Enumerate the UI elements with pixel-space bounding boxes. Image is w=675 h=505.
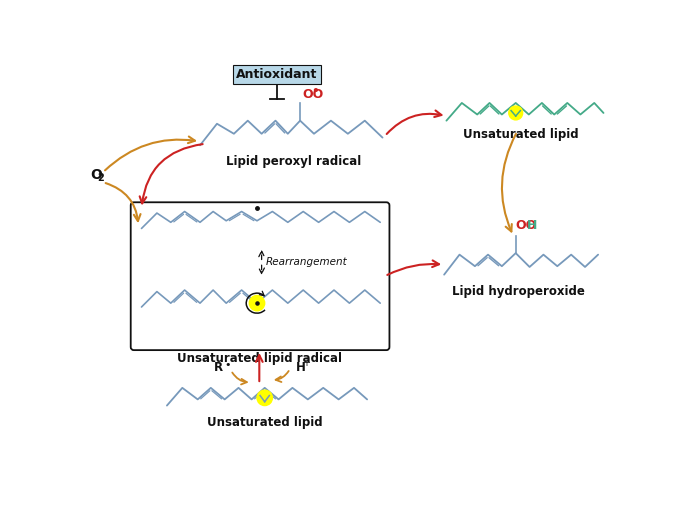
- Text: H: H: [526, 219, 537, 231]
- Text: 2: 2: [97, 173, 103, 183]
- Text: •: •: [312, 85, 319, 98]
- Circle shape: [509, 106, 522, 120]
- Circle shape: [257, 390, 273, 406]
- Text: Unsaturated lipid: Unsaturated lipid: [463, 128, 579, 141]
- Text: Unsaturated lipid radical: Unsaturated lipid radical: [177, 351, 342, 365]
- Text: +: +: [302, 358, 310, 368]
- Circle shape: [249, 295, 265, 311]
- Text: Rearrangement: Rearrangement: [265, 258, 347, 267]
- Text: R: R: [214, 361, 223, 374]
- Text: OO: OO: [516, 219, 537, 231]
- Text: O: O: [90, 168, 102, 182]
- Text: Unsaturated lipid: Unsaturated lipid: [207, 416, 323, 429]
- Text: Lipid peroxyl radical: Lipid peroxyl radical: [226, 155, 362, 168]
- Text: OO: OO: [302, 88, 324, 100]
- Text: H: H: [296, 361, 305, 374]
- Text: Antioxidant: Antioxidant: [236, 68, 318, 81]
- Text: Lipid hydroperoxide: Lipid hydroperoxide: [452, 285, 585, 298]
- FancyBboxPatch shape: [131, 203, 389, 350]
- Text: •: •: [225, 360, 231, 370]
